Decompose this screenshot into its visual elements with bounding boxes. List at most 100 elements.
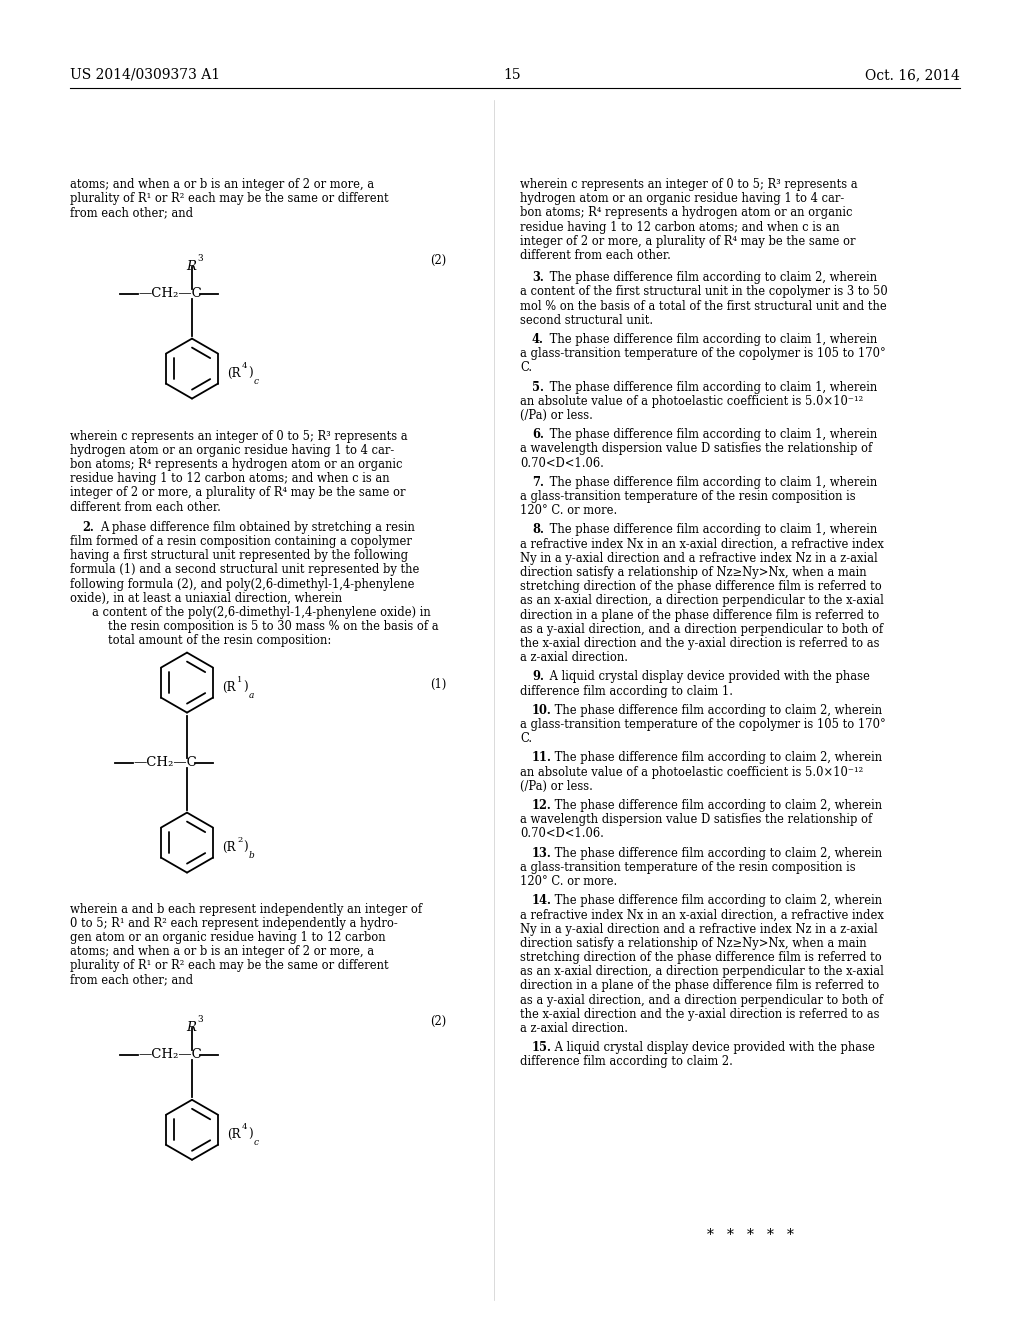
Text: 5.: 5. <box>532 380 544 393</box>
Text: atoms; and when a or b is an integer of 2 or more, a: atoms; and when a or b is an integer of … <box>70 945 374 958</box>
Text: The phase difference film according to claim 2, wherein: The phase difference film according to c… <box>546 271 877 284</box>
Text: stretching direction of the phase difference film is referred to: stretching direction of the phase differ… <box>520 581 882 593</box>
Text: having a first structural unit represented by the following: having a first structural unit represent… <box>70 549 409 562</box>
Text: a z-axial direction.: a z-axial direction. <box>520 651 628 664</box>
Text: 14.: 14. <box>532 894 552 907</box>
Text: c: c <box>254 378 259 385</box>
Text: formula (1) and a second structural unit represented by the: formula (1) and a second structural unit… <box>70 564 420 577</box>
Text: wherein c represents an integer of 0 to 5; R³ represents a: wherein c represents an integer of 0 to … <box>70 429 408 442</box>
Text: 15: 15 <box>503 69 521 82</box>
Text: The phase difference film according to claim 1, wherein: The phase difference film according to c… <box>546 380 877 393</box>
Text: a content of the first structural unit in the copolymer is 3 to 50: a content of the first structural unit i… <box>520 285 888 298</box>
Text: a wavelength dispersion value D satisfies the relationship of: a wavelength dispersion value D satisfie… <box>520 442 872 455</box>
Text: hydrogen atom or an organic residue having 1 to 4 car-: hydrogen atom or an organic residue havi… <box>520 193 844 205</box>
Text: —CH₂—C: —CH₂—C <box>138 286 202 300</box>
Text: a refractive index Nx in an x-axial direction, a refractive index: a refractive index Nx in an x-axial dire… <box>520 908 884 921</box>
Text: c: c <box>254 1138 259 1147</box>
Text: ): ) <box>243 841 248 854</box>
Text: US 2014/0309373 A1: US 2014/0309373 A1 <box>70 69 220 82</box>
Text: as an x-axial direction, a direction perpendicular to the x-axial: as an x-axial direction, a direction per… <box>520 965 884 978</box>
Text: as a y-axial direction, and a direction perpendicular to both of: as a y-axial direction, and a direction … <box>520 623 883 636</box>
Text: (R: (R <box>227 367 241 380</box>
Text: R: R <box>186 260 196 273</box>
Text: plurality of R¹ or R² each may be the same or different: plurality of R¹ or R² each may be the sa… <box>70 193 389 205</box>
Text: mol % on the basis of a total of the first structural unit and the: mol % on the basis of a total of the fir… <box>520 300 887 313</box>
Text: 2: 2 <box>237 836 243 843</box>
Text: atoms; and when a or b is an integer of 2 or more, a: atoms; and when a or b is an integer of … <box>70 178 374 191</box>
Text: 4: 4 <box>242 362 248 370</box>
Text: Oct. 16, 2014: Oct. 16, 2014 <box>865 69 961 82</box>
Text: 0.70<D<1.06.: 0.70<D<1.06. <box>520 828 604 841</box>
Text: The phase difference film according to claim 1, wherein: The phase difference film according to c… <box>546 524 877 536</box>
Text: gen atom or an organic residue having 1 to 12 carbon: gen atom or an organic residue having 1 … <box>70 931 386 944</box>
Text: A phase difference film obtained by stretching a resin: A phase difference film obtained by stre… <box>100 521 415 533</box>
Text: 4: 4 <box>242 1123 248 1131</box>
Text: a glass-transition temperature of the resin composition is: a glass-transition temperature of the re… <box>520 490 856 503</box>
Text: 120° C. or more.: 120° C. or more. <box>520 875 617 888</box>
Text: direction in a plane of the phase difference film is referred to: direction in a plane of the phase differ… <box>520 979 880 993</box>
Text: b: b <box>249 851 255 861</box>
Text: oxide), in at least a uniaxial direction, wherein: oxide), in at least a uniaxial direction… <box>70 591 342 605</box>
Text: —CH₂—C: —CH₂—C <box>138 1048 202 1061</box>
Text: a glass-transition temperature of the copolymer is 105 to 170°: a glass-transition temperature of the co… <box>520 718 886 731</box>
Text: direction satisfy a relationship of Nz≥Ny>Nx, when a main: direction satisfy a relationship of Nz≥N… <box>520 566 866 579</box>
Text: wherein a and b each represent independently an integer of: wherein a and b each represent independe… <box>70 903 422 916</box>
Text: (R: (R <box>222 841 236 854</box>
Text: as a y-axial direction, and a direction perpendicular to both of: as a y-axial direction, and a direction … <box>520 994 883 1007</box>
Text: different from each other.: different from each other. <box>520 249 671 261</box>
Text: 8.: 8. <box>532 524 544 536</box>
Text: 12.: 12. <box>532 799 552 812</box>
Text: the x-axial direction and the y-axial direction is referred to as: the x-axial direction and the y-axial di… <box>520 638 880 649</box>
Text: 15.: 15. <box>532 1041 552 1055</box>
Text: an absolute value of a photoelastic coefficient is 5.0×10⁻¹²: an absolute value of a photoelastic coef… <box>520 766 863 779</box>
Text: 2.: 2. <box>82 521 94 533</box>
Text: The phase difference film according to claim 2, wherein: The phase difference film according to c… <box>551 704 883 717</box>
Text: R: R <box>186 1020 196 1034</box>
Text: following formula (2), and poly(2,6-dimethyl-1,4-phenylene: following formula (2), and poly(2,6-dime… <box>70 578 415 590</box>
Text: a glass-transition temperature of the resin composition is: a glass-transition temperature of the re… <box>520 861 856 874</box>
Text: integer of 2 or more, a plurality of R⁴ may be the same or: integer of 2 or more, a plurality of R⁴ … <box>70 486 406 499</box>
Text: direction satisfy a relationship of Nz≥Ny>Nx, when a main: direction satisfy a relationship of Nz≥N… <box>520 937 866 950</box>
Text: —CH₂—C: —CH₂—C <box>133 756 197 770</box>
Text: The phase difference film according to claim 2, wherein: The phase difference film according to c… <box>551 894 883 907</box>
Text: total amount of the resin composition:: total amount of the resin composition: <box>108 635 331 647</box>
Text: 7.: 7. <box>532 475 544 488</box>
Text: from each other; and: from each other; and <box>70 206 194 219</box>
Text: an absolute value of a photoelastic coefficient is 5.0×10⁻¹²: an absolute value of a photoelastic coef… <box>520 395 863 408</box>
Text: a refractive index Nx in an x-axial direction, a refractive index: a refractive index Nx in an x-axial dire… <box>520 537 884 550</box>
Text: 0.70<D<1.06.: 0.70<D<1.06. <box>520 457 604 470</box>
Text: difference film according to claim 2.: difference film according to claim 2. <box>520 1056 733 1068</box>
Text: The phase difference film according to claim 2, wherein: The phase difference film according to c… <box>551 751 883 764</box>
Text: (/Pa) or less.: (/Pa) or less. <box>520 409 593 422</box>
Text: C.: C. <box>520 733 532 746</box>
Text: Ny in a y-axial direction and a refractive index Nz in a z-axial: Ny in a y-axial direction and a refracti… <box>520 552 878 565</box>
Text: ): ) <box>248 1129 253 1142</box>
Text: stretching direction of the phase difference film is referred to: stretching direction of the phase differ… <box>520 950 882 964</box>
Text: different from each other.: different from each other. <box>70 500 221 513</box>
Text: the x-axial direction and the y-axial direction is referred to as: the x-axial direction and the y-axial di… <box>520 1007 880 1020</box>
Text: difference film according to claim 1.: difference film according to claim 1. <box>520 685 733 697</box>
Text: (/Pa) or less.: (/Pa) or less. <box>520 780 593 793</box>
Text: plurality of R¹ or R² each may be the same or different: plurality of R¹ or R² each may be the sa… <box>70 960 389 973</box>
Text: The phase difference film according to claim 1, wherein: The phase difference film according to c… <box>546 333 877 346</box>
Text: (1): (1) <box>430 677 446 690</box>
Text: the resin composition is 5 to 30 mass % on the basis of a: the resin composition is 5 to 30 mass % … <box>108 620 438 634</box>
Text: 10.: 10. <box>532 704 552 717</box>
Text: a content of the poly(2,6-dimethyl-1,4-phenylene oxide) in: a content of the poly(2,6-dimethyl-1,4-p… <box>92 606 431 619</box>
Text: a z-axial direction.: a z-axial direction. <box>520 1022 628 1035</box>
Text: a wavelength dispersion value D satisfies the relationship of: a wavelength dispersion value D satisfie… <box>520 813 872 826</box>
Text: as an x-axial direction, a direction perpendicular to the x-axial: as an x-axial direction, a direction per… <box>520 594 884 607</box>
Text: A liquid crystal display device provided with the phase: A liquid crystal display device provided… <box>551 1041 876 1055</box>
Text: hydrogen atom or an organic residue having 1 to 4 car-: hydrogen atom or an organic residue havi… <box>70 444 394 457</box>
Text: 9.: 9. <box>532 671 544 684</box>
Text: ): ) <box>248 367 253 380</box>
Text: C.: C. <box>520 362 532 375</box>
Text: 0 to 5; R¹ and R² each represent independently a hydro-: 0 to 5; R¹ and R² each represent indepen… <box>70 917 397 929</box>
Text: The phase difference film according to claim 1, wherein: The phase difference film according to c… <box>546 428 877 441</box>
Text: 3: 3 <box>197 1015 203 1024</box>
Text: (R: (R <box>222 681 236 694</box>
Text: (R: (R <box>227 1129 241 1142</box>
Text: bon atoms; R⁴ represents a hydrogen atom or an organic: bon atoms; R⁴ represents a hydrogen atom… <box>520 206 853 219</box>
Text: *   *   *   *   *: * * * * * <box>707 1228 794 1242</box>
Text: residue having 1 to 12 carbon atoms; and when c is an: residue having 1 to 12 carbon atoms; and… <box>520 220 840 234</box>
